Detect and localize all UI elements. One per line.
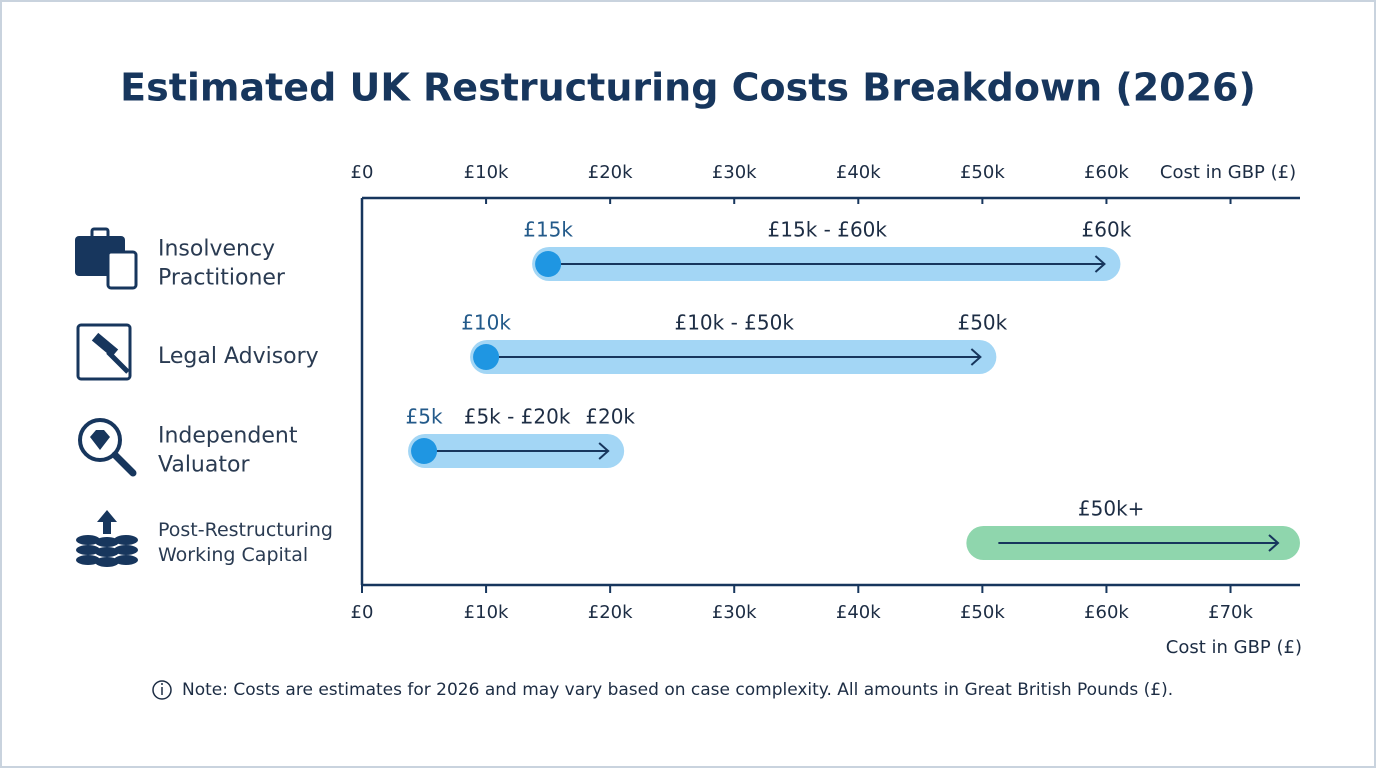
high-label: £20k <box>585 405 635 429</box>
high-label: £50k <box>957 311 1007 335</box>
range-start-dot <box>473 344 500 370</box>
category-label: Independent <box>158 424 298 449</box>
up-arrow-icon <box>97 510 117 534</box>
info-icon <box>152 680 172 700</box>
x-tick-label: £0 <box>351 162 374 183</box>
coins-icon <box>95 557 119 567</box>
low-label: £15k <box>523 218 573 242</box>
x-tick-label: £70k <box>1208 602 1253 623</box>
x-tick-label: £10k <box>464 162 509 183</box>
magnifier-icon <box>78 418 122 462</box>
category-label: Insolvency <box>158 237 275 262</box>
coins-icon <box>76 545 100 555</box>
range-label: £5k - £20k <box>464 405 571 429</box>
x-tick-label: £30k <box>712 162 757 183</box>
icons <box>75 227 138 567</box>
document-icon <box>76 323 132 381</box>
x-tick-label: £60k <box>1084 162 1129 183</box>
range-label: £50k+ <box>1078 497 1145 521</box>
coins-icon <box>114 535 138 545</box>
x-tick-label: £20k <box>588 602 633 623</box>
low-label: £10k <box>461 311 511 335</box>
gavel-handle <box>106 350 130 374</box>
chart-title: Estimated UK Restructuring Costs Breakdo… <box>120 66 1256 110</box>
x-tick-label: £60k <box>1084 602 1129 623</box>
x-tick-label: £10k <box>464 602 509 623</box>
coins-icon <box>114 545 138 555</box>
category-label: Practitioner <box>158 266 286 291</box>
x-tick-label: £50k <box>960 602 1005 623</box>
coins-icon <box>76 555 100 565</box>
arrow <box>998 534 1280 552</box>
arrow <box>486 348 982 366</box>
range-label: £15k - £60k <box>768 218 888 242</box>
x-tick-label: £40k <box>836 162 881 183</box>
arrow <box>548 255 1106 273</box>
category-label: Legal Advisory <box>158 344 319 369</box>
magnifier-handle <box>111 451 137 477</box>
category-label: Post-Restructuring <box>158 519 333 541</box>
category-label: Working Capital <box>158 544 308 566</box>
coins-icon <box>114 555 138 565</box>
diamond-icon <box>90 430 110 450</box>
coins-icon <box>76 535 100 545</box>
x-tick-label: £50k <box>960 162 1005 183</box>
briefcase-handle <box>90 227 110 240</box>
x-tick-label: £30k <box>712 602 757 623</box>
coins-icon <box>95 547 119 557</box>
note: Note: Costs are estimates for 2026 and m… <box>182 680 1173 700</box>
gavel-icon <box>91 332 119 358</box>
x-axis-label: Cost in GBP (£) <box>1166 637 1302 658</box>
high-label: £60k <box>1082 218 1132 242</box>
calculator-icon <box>106 250 138 290</box>
range-label: £10k - £50k <box>674 311 794 335</box>
low-label: £5k <box>406 405 443 429</box>
range-start-dot <box>535 251 562 277</box>
info-icon <box>161 683 163 685</box>
arrow <box>424 442 610 460</box>
x-tick-label: £20k <box>588 162 633 183</box>
x-tick-label: £0 <box>351 602 374 623</box>
category-label: Valuator <box>158 453 250 478</box>
x-axis-label: Cost in GBP (£) <box>1160 162 1296 183</box>
range-start-dot <box>411 438 438 464</box>
x-tick-label: £40k <box>836 602 881 623</box>
coins-icon <box>95 537 119 547</box>
